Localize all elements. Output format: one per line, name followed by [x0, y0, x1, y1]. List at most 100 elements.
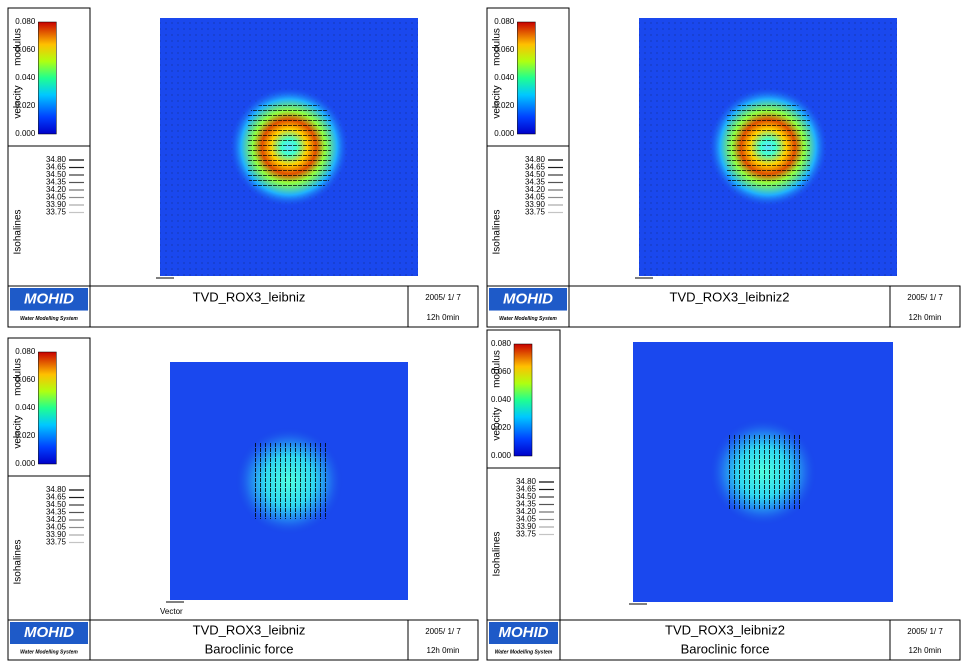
- isoline-label: 34.65: [516, 485, 537, 494]
- colorbar-tick-label: 0.020: [15, 101, 36, 110]
- colorbar: [38, 351, 57, 465]
- vector-arrows: [726, 105, 810, 189]
- colorbar-tick-label: 0.060: [15, 375, 36, 384]
- isoline-label: 34.80: [516, 477, 537, 486]
- logo-caption: Water Modelling System: [20, 316, 78, 322]
- colorbar-tick-label: 0.000: [15, 459, 36, 468]
- panel-title: TVD_ROX3_leibniz2: [670, 289, 790, 304]
- colorbar-tick-label: 0.000: [15, 129, 36, 138]
- date: 2005/ 1/ 7: [907, 293, 943, 302]
- isoline-label: 33.90: [516, 522, 537, 531]
- logo-banner: [10, 288, 88, 311]
- time: 12h 0min: [427, 313, 460, 322]
- logo-banner: [489, 622, 558, 644]
- colorbar-tick-label: 0.020: [494, 101, 515, 110]
- date: 2005/ 1/ 7: [907, 627, 943, 636]
- vector-arrows: [247, 105, 331, 189]
- isoline-label: 33.90: [46, 530, 67, 539]
- colorbar-label: velocity: [492, 407, 503, 440]
- time: 12h 0min: [427, 646, 460, 655]
- isoline-label: 33.75: [46, 208, 67, 217]
- isoline-label: 33.90: [525, 200, 546, 209]
- date: 2005/ 1/ 7: [425, 293, 461, 302]
- colorbar-label: modulus: [13, 358, 24, 396]
- isolines-title: Isohalines: [13, 539, 24, 584]
- colorbar-tick-label: 0.080: [15, 347, 36, 356]
- vector-arrows: [251, 443, 327, 519]
- isoline-label: 33.75: [46, 538, 67, 547]
- panel: 0.080 0.060 0.040 0.020 0.000 velocity modulus…: [486, 7, 961, 328]
- time: 12h 0min: [909, 646, 942, 655]
- isoline-label: 34.65: [46, 493, 67, 502]
- isoline-label: 34.35: [46, 508, 67, 517]
- isolines-title: Isohalines: [13, 209, 24, 254]
- colorbar-tick-label: 0.040: [15, 403, 36, 412]
- colorbar-label: velocity: [13, 85, 24, 118]
- colorbar-tick-label: 0.000: [491, 451, 512, 460]
- colorbar-tick-label: 0.080: [15, 17, 36, 26]
- isoline-label: 34.20: [46, 515, 67, 524]
- colorbar-label: modulus: [492, 350, 503, 388]
- panel-subtitle: Baroclinic force: [681, 641, 770, 656]
- panel-subtitle: Baroclinic force: [205, 641, 294, 656]
- panel: Vector 0.080 0.060 0.040 0.020 0.000 velocity m…: [7, 337, 479, 661]
- isoline-label: 33.75: [516, 530, 537, 539]
- colorbar-tick-label: 0.040: [491, 395, 512, 404]
- colorbar-tick-label: 0.060: [15, 45, 36, 54]
- panel-title: TVD_ROX3_leibniz: [193, 622, 306, 637]
- isoline-label: 34.65: [525, 163, 546, 172]
- colorbar: [513, 343, 533, 457]
- panel: 0.080 0.060 0.040 0.020 0.000 velocity modulus…: [7, 7, 479, 328]
- time: 12h 0min: [909, 313, 942, 322]
- isoline-label: 34.35: [525, 178, 546, 187]
- isoline-label: 34.20: [516, 507, 537, 516]
- isoline-label: 34.05: [46, 193, 67, 202]
- isoline-label: 34.35: [516, 500, 537, 509]
- colorbar-tick-label: 0.080: [494, 17, 515, 26]
- isoline-label: 34.50: [516, 492, 537, 501]
- isoline-label: 34.50: [46, 500, 67, 509]
- logo-caption: Water Modelling System: [499, 316, 557, 322]
- date: 2005/ 1/ 7: [425, 627, 461, 636]
- isoline-label: 34.65: [46, 163, 67, 172]
- isoline-label: 34.05: [516, 515, 537, 524]
- isoline-label: 33.90: [46, 200, 67, 209]
- logo-caption: Water Modelling System: [495, 649, 553, 655]
- isoline-label: 34.50: [525, 170, 546, 179]
- colorbar: [517, 21, 536, 135]
- isolines-title: Isohalines: [492, 531, 503, 576]
- colorbar-tick-label: 0.020: [15, 431, 36, 440]
- date-box: [407, 285, 479, 328]
- colorbar-tick-label: 0.000: [494, 129, 515, 138]
- logo-caption: Water Modelling System: [20, 649, 78, 655]
- date-box: [889, 285, 961, 328]
- isolines-title: Isohalines: [492, 209, 503, 254]
- isoline-label: 34.05: [46, 523, 67, 532]
- logo-banner: [10, 622, 88, 644]
- colorbar-tick-label: 0.020: [491, 423, 512, 432]
- isoline-label: 34.80: [46, 485, 67, 494]
- vector-arrows: [725, 434, 801, 510]
- panel: 0.080 0.060 0.040 0.020 0.000 velocity modulus…: [486, 329, 961, 661]
- colorbar-label: velocity: [492, 85, 503, 118]
- isoline-label: 34.50: [46, 170, 67, 179]
- colorbar-tick-label: 0.040: [15, 73, 36, 82]
- colorbar-tick-label: 0.080: [491, 339, 512, 348]
- logo: MOHID: [24, 624, 74, 641]
- isoline-label: 34.05: [525, 193, 546, 202]
- colorbar-label: modulus: [492, 28, 503, 66]
- colorbar-label: velocity: [13, 415, 24, 448]
- logo: MOHID: [24, 290, 74, 307]
- colorbar: [38, 21, 57, 135]
- date-box: [407, 619, 479, 661]
- logo: MOHID: [499, 624, 549, 641]
- colorbar-tick-label: 0.060: [494, 45, 515, 54]
- isoline-label: 33.75: [525, 208, 546, 217]
- logo-banner: [489, 288, 567, 311]
- colorbar-tick-label: 0.040: [494, 73, 515, 82]
- isoline-label: 34.80: [525, 155, 546, 164]
- date-box: [889, 619, 961, 661]
- isoline-label: 34.35: [46, 178, 67, 187]
- colorbar-label: modulus: [13, 28, 24, 66]
